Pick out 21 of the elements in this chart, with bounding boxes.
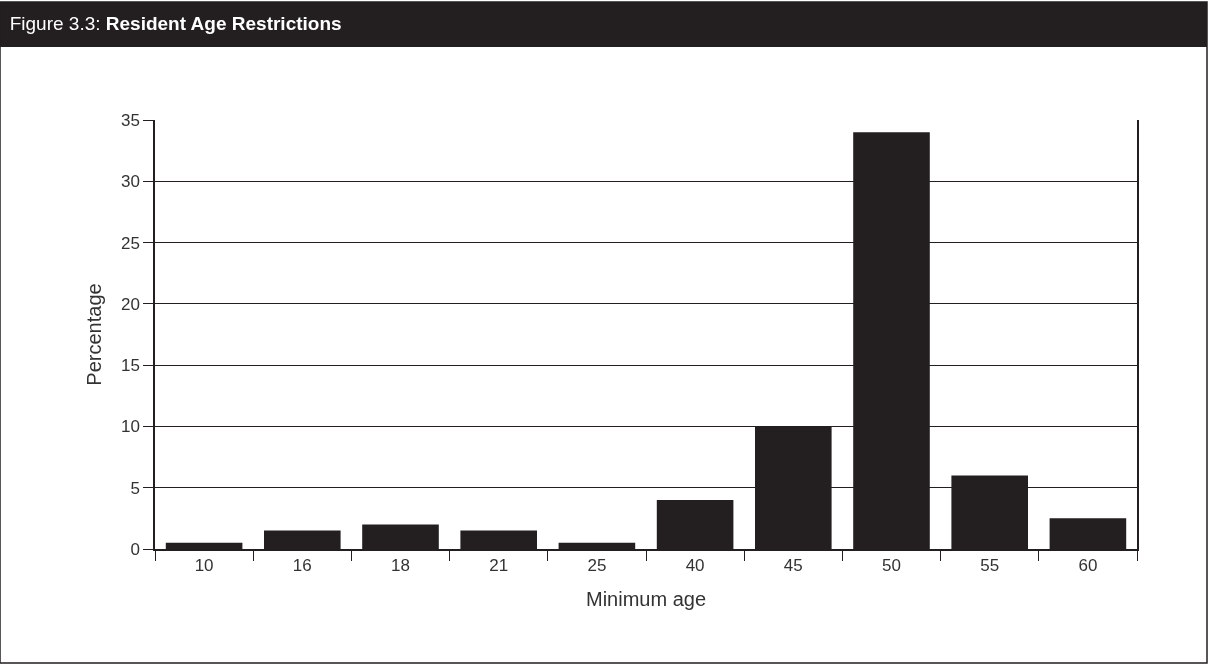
x-tick-label: 18 [391, 556, 410, 576]
y-axis-title: Percentage [82, 283, 105, 386]
y-tick-label: 0 [130, 539, 140, 559]
y-tick-label: 35 [120, 110, 140, 130]
x-tick-label: 21 [489, 556, 509, 576]
x-tick-label: 45 [783, 556, 803, 576]
x-tick-label: 40 [685, 556, 705, 576]
y-tick-label: 20 [120, 294, 140, 314]
x-tick-label: 50 [882, 556, 901, 576]
y-tick-label: 25 [120, 233, 140, 253]
x-tick-label: 55 [980, 556, 1000, 576]
y-tick-label: 10 [120, 417, 140, 437]
x-tick-label: 16 [292, 556, 312, 576]
y-tick-label: 5 [130, 478, 140, 498]
y-tick-label: 30 [120, 172, 140, 192]
chart-title: Figure 3.3: Resident Age Restrictions [9, 12, 342, 34]
x-tick-label: 25 [587, 556, 607, 576]
y-tick-label: 15 [120, 356, 140, 376]
x-tick-label: 10 [194, 556, 214, 576]
x-axis-title: Minimum age [585, 588, 707, 611]
x-tick-label: 60 [1078, 556, 1098, 576]
